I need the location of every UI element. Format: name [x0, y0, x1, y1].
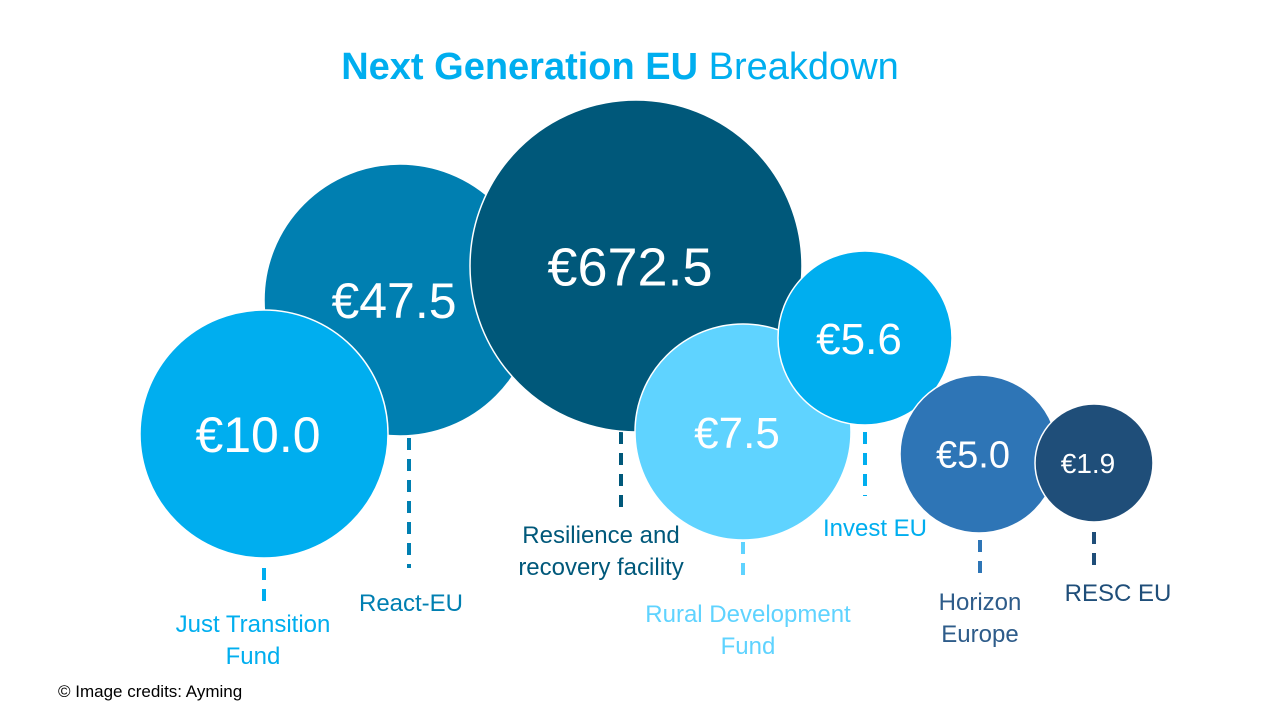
category-label-react-eu: React-EU	[359, 590, 463, 617]
value-label-horizon-europe: €5.0	[936, 435, 1010, 477]
category-label-line: RESC EU	[1065, 580, 1172, 607]
bubble-resc-eu	[1034, 403, 1154, 523]
category-label-invest-eu: Invest EU	[823, 515, 927, 542]
category-label-line: Just Transition	[176, 611, 331, 638]
category-label-rural-development-fund: Rural Development Fund	[645, 601, 851, 660]
value-label-just-transition-fund: €10.0	[195, 407, 320, 463]
category-label-horizon-europe: Horizon Europe	[939, 589, 1022, 648]
value-label-invest-eu: €5.6	[816, 315, 902, 364]
category-label-just-transition-fund: Just Transition Fund	[176, 611, 331, 670]
bubble-invest-eu	[777, 250, 953, 426]
value-label-rural-development-fund: €7.5	[694, 409, 780, 458]
category-label-line: Fund	[721, 633, 776, 660]
category-label-resc-eu: RESC EU	[1065, 580, 1172, 607]
category-label-resilience-and-recovery-facility: Resilience and recovery facility	[518, 522, 683, 581]
category-label-line: recovery facility	[518, 554, 683, 581]
category-label-line: Europe	[941, 621, 1018, 648]
category-label-line: React-EU	[359, 590, 463, 617]
category-label-line: Rural Development	[645, 601, 851, 628]
value-label-resilience-and-recovery-facility: €672.5	[547, 237, 712, 297]
category-label-line: Resilience and	[522, 522, 679, 549]
value-label-resc-eu: €1.9	[1061, 448, 1116, 479]
category-label-line: Invest EU	[823, 515, 927, 542]
category-label-line: Fund	[226, 643, 281, 670]
bubble-just-transition-fund	[139, 309, 389, 559]
chart-title-light: Breakdown	[708, 46, 899, 88]
category-label-line: Horizon	[939, 589, 1022, 616]
value-label-react-eu: €47.5	[331, 273, 456, 329]
chart-title: Next Generation EU Breakdown	[0, 46, 1240, 89]
chart-title-bold: Next Generation EU	[341, 46, 699, 88]
image-credit: © Image credits: Ayming	[58, 682, 243, 701]
